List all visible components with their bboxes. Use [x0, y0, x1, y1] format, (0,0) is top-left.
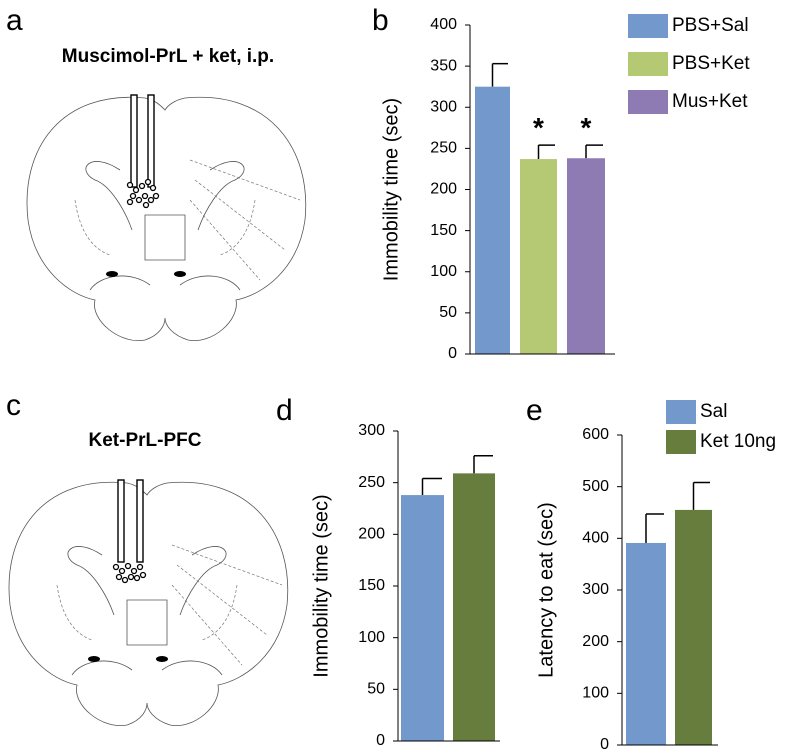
y-tick-label: 0	[448, 345, 457, 362]
bar	[626, 542, 666, 745]
significance-mark: *	[581, 112, 592, 143]
y-tick-label: 50	[367, 681, 385, 698]
panel-label: a	[6, 4, 23, 37]
legend-label: PBS+Sal	[672, 15, 749, 36]
panel-label: e	[526, 394, 543, 427]
legend-label: Sal	[700, 401, 727, 422]
legend-swatch	[628, 90, 668, 114]
y-tick-label: 300	[358, 422, 385, 439]
bar	[567, 158, 605, 354]
y-tick-label: 200	[358, 526, 385, 543]
y-axis-label: Immobility time (sec)	[310, 494, 332, 677]
diagram-title: Muscimol-PrL + ket, i.p.	[62, 46, 274, 67]
y-tick-label: 150	[358, 577, 385, 594]
legend-swatch	[628, 52, 668, 76]
y-tick-label: 100	[358, 629, 385, 646]
panel-label: c	[6, 389, 21, 422]
bar	[453, 473, 495, 741]
legend-swatch	[666, 430, 696, 454]
legend-label: Mus+Ket	[672, 91, 748, 112]
bar	[675, 509, 712, 745]
diagram-title: Ket-PrL-PFC	[89, 430, 202, 451]
panel-label: d	[276, 394, 293, 427]
y-tick-label: 0	[376, 732, 385, 749]
bar	[475, 86, 510, 354]
legend-swatch	[628, 14, 668, 38]
legend-swatch	[666, 400, 696, 424]
y-tick-label: 600	[582, 426, 609, 443]
y-tick-label: 250	[430, 140, 457, 157]
brain-diagram	[26, 94, 307, 342]
y-tick-label: 400	[430, 16, 457, 33]
legend-label: PBS+Ket	[672, 53, 750, 74]
brain-diagram	[8, 479, 289, 727]
y-tick-label: 500	[582, 478, 609, 495]
y-tick-label: 200	[430, 181, 457, 198]
y-tick-label: 50	[439, 304, 457, 321]
y-tick-label: 300	[430, 98, 457, 115]
bar	[520, 159, 557, 354]
y-tick-label: 0	[600, 736, 609, 753]
y-axis-label: Latency to eat (sec)	[535, 502, 557, 678]
panel-label: b	[372, 4, 389, 37]
y-tick-label: 150	[430, 222, 457, 239]
y-tick-label: 100	[582, 685, 609, 702]
significance-mark: *	[533, 112, 544, 143]
y-tick-label: 250	[358, 474, 385, 491]
y-axis-label: Immobility time (sec)	[380, 98, 402, 281]
y-tick-label: 100	[430, 263, 457, 280]
y-tick-label: 350	[430, 57, 457, 74]
legend-label: Ket 10ng	[700, 431, 776, 452]
bar	[401, 495, 444, 741]
y-tick-label: 200	[582, 633, 609, 650]
y-tick-label: 300	[582, 581, 609, 598]
y-tick-label: 400	[582, 530, 609, 547]
